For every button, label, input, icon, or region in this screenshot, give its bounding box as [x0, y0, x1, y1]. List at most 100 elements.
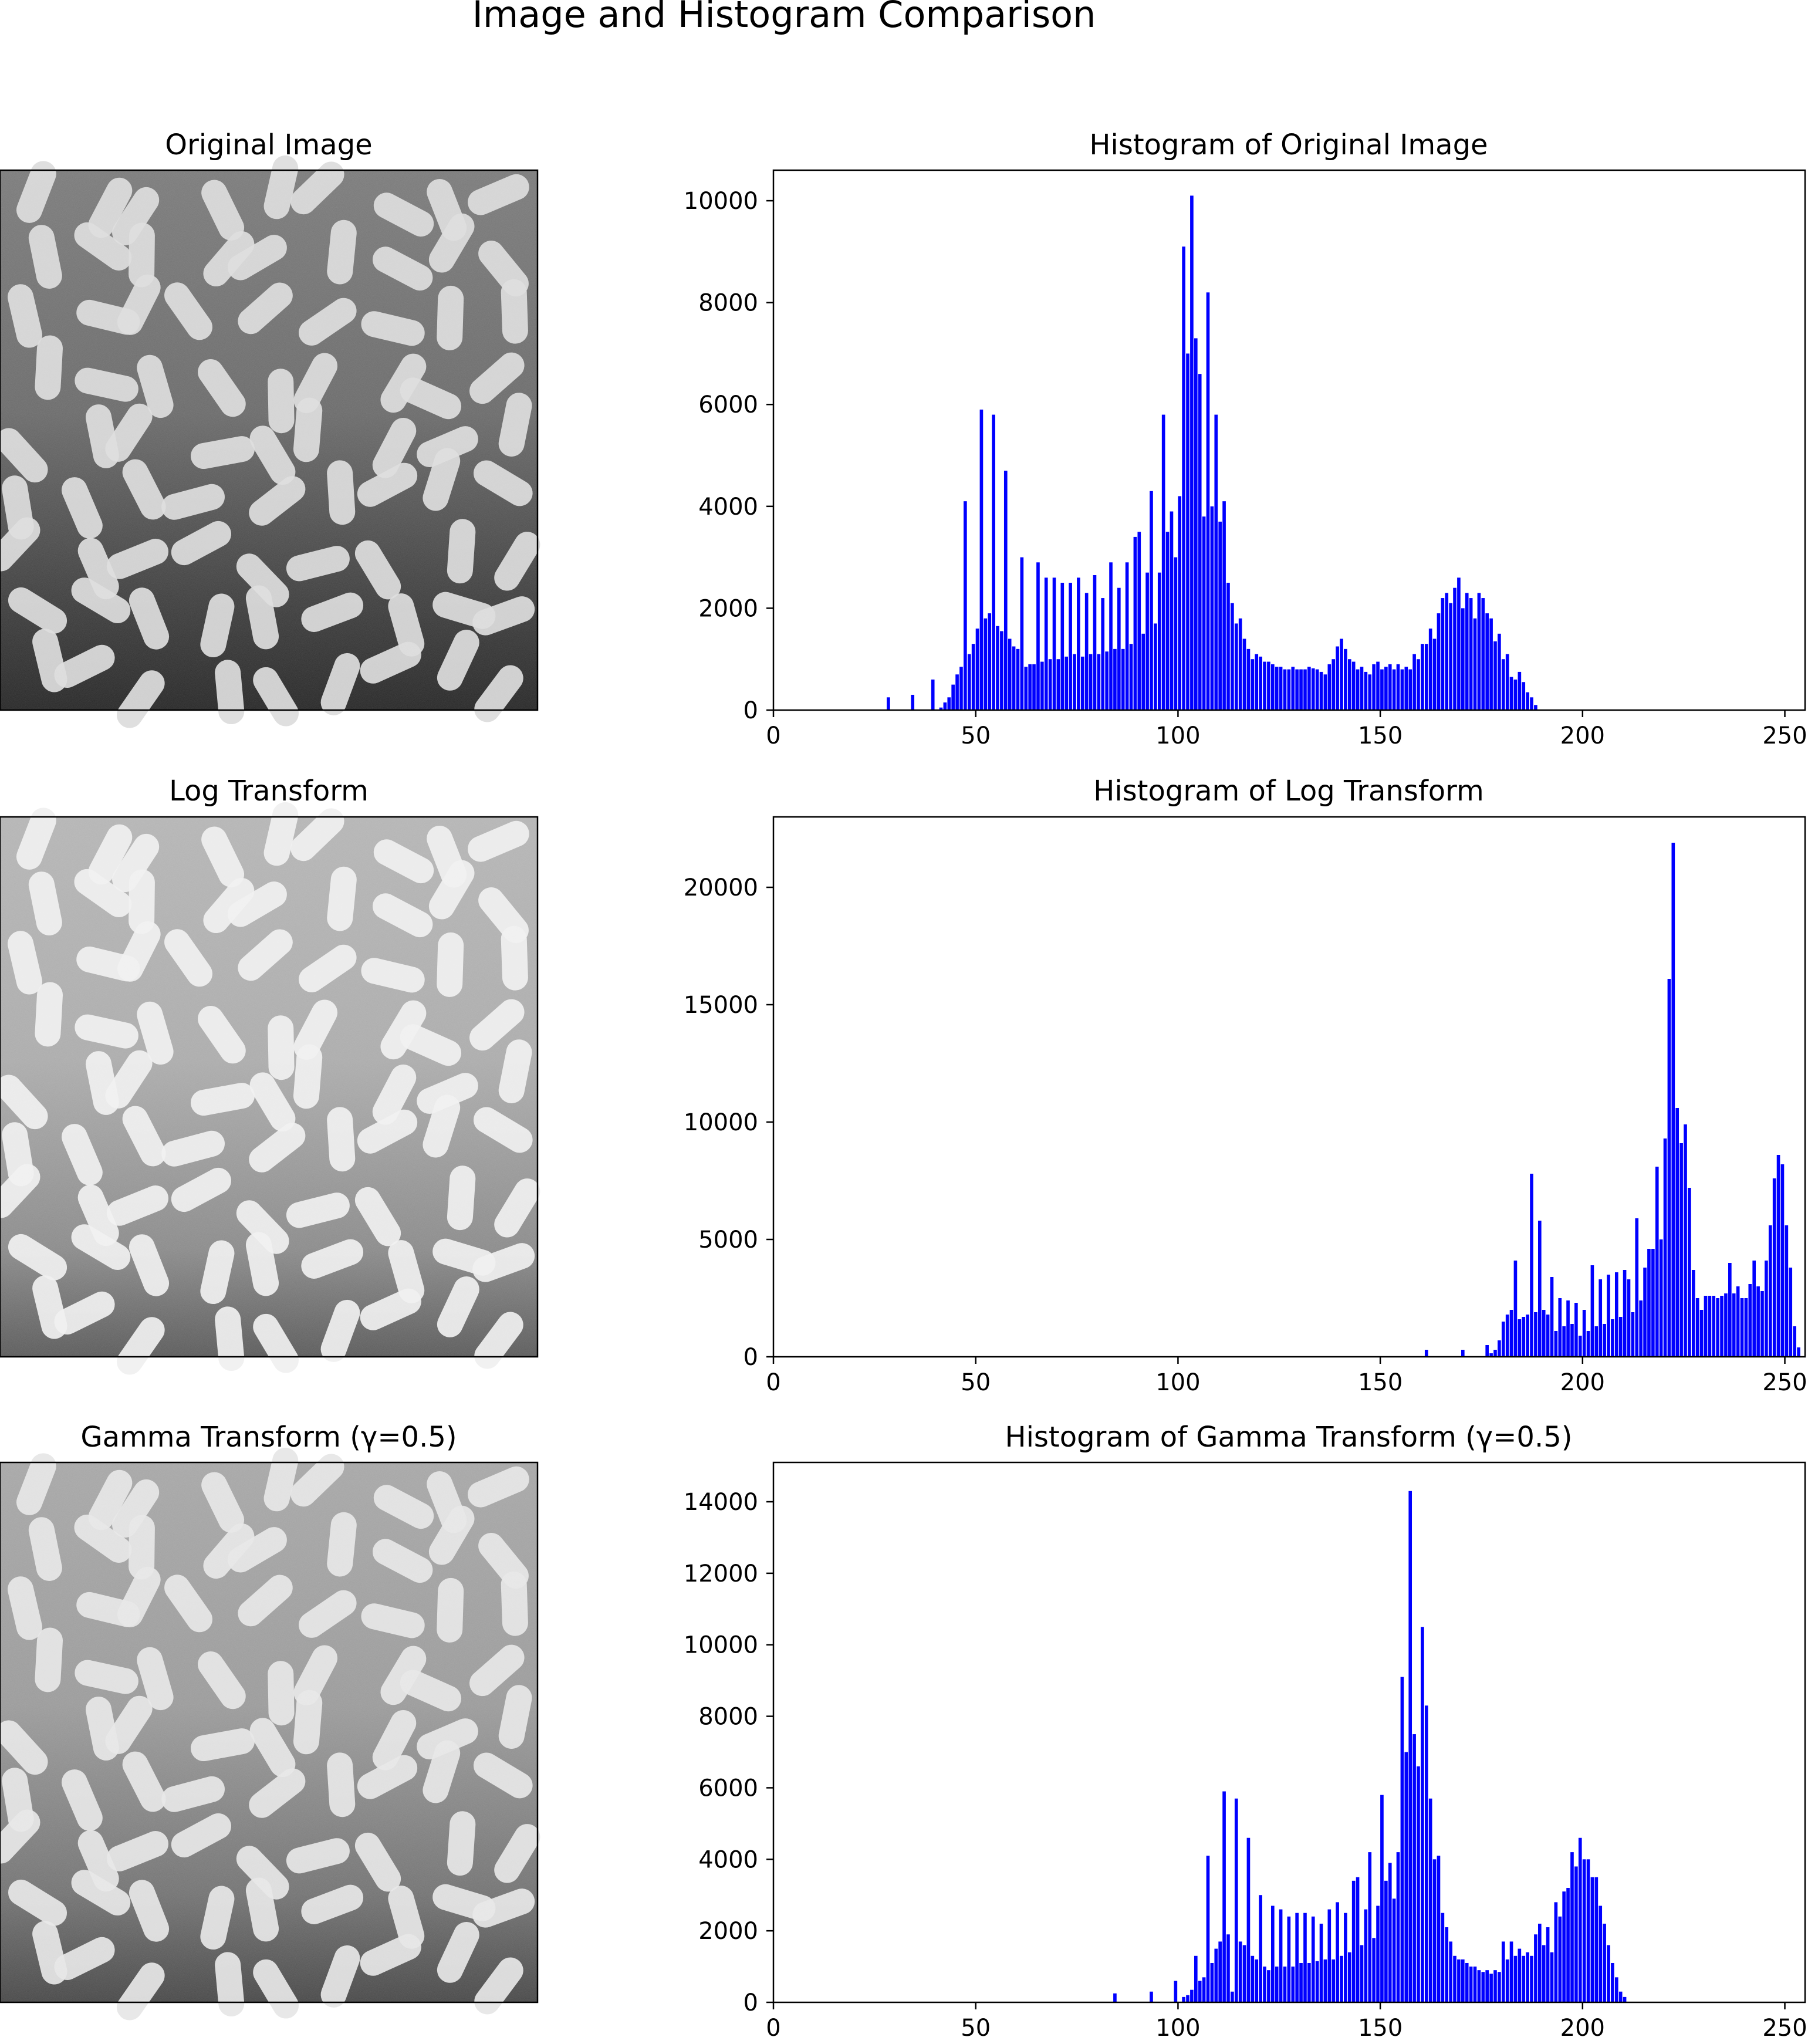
- bar: [1056, 659, 1060, 710]
- bar: [1255, 1959, 1259, 2002]
- bar: [1789, 1268, 1793, 1357]
- bar: [1012, 646, 1016, 710]
- bar: [1599, 1906, 1603, 2002]
- bar: [1283, 669, 1287, 710]
- bar: [1421, 1627, 1424, 2002]
- bar: [1198, 1981, 1202, 2002]
- bar: [1340, 1955, 1343, 2002]
- bar: [1032, 664, 1036, 710]
- bar: [1752, 1261, 1756, 1357]
- bar: [1688, 1188, 1691, 1357]
- bar: [1332, 659, 1336, 710]
- bar: [1052, 577, 1056, 710]
- bar: [1307, 1962, 1311, 2002]
- bar: [1465, 593, 1469, 710]
- x-tick-label: 150: [1358, 722, 1403, 749]
- bar: [1546, 1927, 1550, 2002]
- bar: [1432, 1859, 1437, 2002]
- bar: [1315, 1961, 1319, 2002]
- y-tick-label: 0: [744, 697, 758, 724]
- bar: [1477, 1970, 1481, 2002]
- y-tick-label: 10000: [684, 1632, 758, 1659]
- bar: [1651, 1249, 1655, 1357]
- image-frame: [0, 1461, 539, 2004]
- bar: [1481, 598, 1485, 710]
- bar: [1202, 516, 1206, 710]
- bar: [1562, 1891, 1566, 2002]
- bar: [1089, 654, 1093, 710]
- bar: [996, 626, 999, 710]
- bar: [1756, 1286, 1760, 1357]
- bar: [1724, 1293, 1728, 1357]
- bar: [1396, 664, 1400, 710]
- bar: [992, 414, 995, 710]
- bar: [1380, 669, 1384, 710]
- bar: [1437, 613, 1441, 710]
- bar: [1275, 1967, 1279, 2002]
- bar: [1453, 1955, 1456, 2002]
- bar: [1351, 661, 1356, 710]
- y-tick-label: 5000: [698, 1227, 758, 1254]
- bar: [1691, 1270, 1695, 1357]
- y-tick-label: 2000: [698, 595, 758, 622]
- image-title-original: Original Image: [165, 129, 372, 161]
- bar: [1489, 618, 1493, 710]
- bar: [1534, 1934, 1537, 2002]
- bar: [1530, 697, 1533, 710]
- bar: [1566, 1888, 1570, 2002]
- bar: [1594, 1877, 1599, 2002]
- bar: [1303, 1913, 1307, 2002]
- bar: [1210, 506, 1214, 710]
- bar: [1647, 1249, 1651, 1357]
- bar: [911, 694, 915, 710]
- bar: [1231, 1991, 1234, 2002]
- bar: [1558, 1916, 1562, 2002]
- bar: [1251, 659, 1255, 710]
- x-tick-label: 250: [1762, 2015, 1807, 2042]
- bar: [1513, 1261, 1518, 1357]
- bar: [1570, 1324, 1574, 1357]
- bar: [1570, 1852, 1574, 2002]
- bar: [1659, 1239, 1663, 1357]
- bar: [1351, 1880, 1356, 2002]
- bar: [1263, 1967, 1266, 2002]
- bar: [1319, 1923, 1323, 2002]
- bar: [1618, 1991, 1623, 2002]
- bar: [1251, 1955, 1255, 2002]
- bar: [1562, 1326, 1566, 1357]
- bar: [1097, 654, 1101, 710]
- bar: [1327, 664, 1332, 710]
- x-tick-label: 0: [766, 722, 780, 749]
- bar: [1744, 1298, 1748, 1357]
- bar: [1772, 1178, 1776, 1357]
- bar: [1117, 587, 1121, 710]
- bar: [1518, 1319, 1522, 1357]
- bar: [1530, 1955, 1533, 2002]
- bar: [1768, 1225, 1772, 1357]
- log-transform-image: [0, 802, 540, 1375]
- bar: [1332, 1959, 1336, 2002]
- bar: [1712, 1296, 1716, 1357]
- bar: [1267, 1970, 1270, 2002]
- bar: [1635, 1218, 1639, 1357]
- bar: [1485, 1345, 1489, 1357]
- bar: [1623, 1270, 1627, 1357]
- image-noise: [0, 817, 538, 1357]
- bar: [1526, 692, 1529, 710]
- bar: [1537, 1221, 1542, 1357]
- bar: [1291, 667, 1295, 710]
- plot-frame: [772, 169, 1806, 711]
- bar: [1113, 648, 1117, 710]
- bar: [1542, 1945, 1546, 2002]
- bar: [1485, 613, 1489, 710]
- histogram-log: 0 50 100 150 200 250 0 5000 10000 15000 20000: [684, 816, 1807, 1396]
- bar: [1137, 532, 1141, 710]
- bar: [1141, 633, 1145, 710]
- bar: [1699, 1310, 1704, 1357]
- bar: [1295, 669, 1299, 710]
- bar: [1614, 1272, 1618, 1357]
- bar: [1299, 669, 1303, 710]
- y-tick-label: 12000: [684, 1560, 758, 1587]
- bar: [1150, 491, 1153, 710]
- image-title-gamma: Gamma Transform (γ=0.5): [80, 1421, 457, 1454]
